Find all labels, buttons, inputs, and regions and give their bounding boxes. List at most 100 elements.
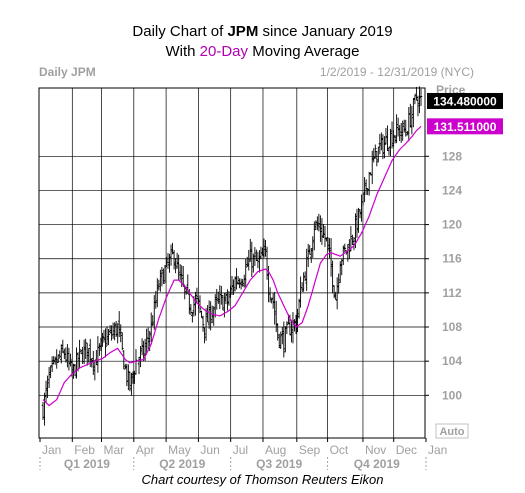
ohlc-bar: [125, 363, 129, 387]
ohlc-bar: [375, 150, 379, 167]
ohlc-bar: [311, 236, 315, 258]
ohlc-bar: [302, 272, 305, 292]
x-tick-label: May: [168, 443, 191, 457]
x-tick-label: Nov: [365, 443, 386, 457]
ohlc-bar: [395, 114, 398, 144]
ohlc-bar: [386, 125, 389, 151]
quarter-label: Q2 2019: [159, 457, 205, 471]
y-tick-label: 116: [442, 252, 462, 266]
ohlc-bar: [323, 225, 327, 248]
ohlc-bar: [300, 282, 304, 292]
ohlc-bar: [49, 365, 52, 379]
ohlc-bar: [285, 321, 289, 335]
ohlc-bar: [201, 315, 205, 332]
ohlc-bar: [404, 119, 408, 137]
ohlc-bar: [67, 347, 71, 371]
x-tick-label: Jun: [200, 443, 219, 457]
ohlc-bar: [55, 349, 59, 369]
ohlc-bar: [82, 339, 86, 365]
ohlc-bar: [337, 273, 340, 294]
ohlc-bar: [162, 268, 165, 284]
ohlc-bar: [390, 121, 394, 149]
ohlc-bar: [303, 271, 307, 282]
ohlc-bar: [396, 117, 400, 137]
ohlc-bar: [229, 285, 232, 298]
ohlc-bar: [340, 258, 344, 276]
ohlc-bar: [419, 88, 423, 106]
ohlc-bar: [189, 304, 193, 315]
ohlc-bar: [120, 332, 124, 350]
ohlc-bar: [357, 207, 360, 233]
auto-button[interactable]: Auto: [435, 423, 469, 439]
ohlc-bar: [50, 356, 54, 373]
ohlc-bar: [279, 331, 283, 349]
ohlc-bar: [224, 292, 228, 305]
auto-button-label: Auto: [439, 426, 464, 438]
ohlc-bar: [93, 359, 97, 381]
quarter-label: Q3 2019: [256, 457, 302, 471]
ohlc-bar: [363, 177, 366, 203]
ohlc-bar: [268, 287, 272, 303]
ohlc-bar: [160, 267, 164, 287]
ohlc-bar: [366, 188, 369, 196]
ohlc-bar: [227, 291, 231, 306]
ohlc-bar: [78, 339, 81, 369]
ohlc-bar: [370, 150, 374, 185]
ohlc-bar: [372, 148, 376, 163]
ohlc-bar: [291, 312, 295, 344]
ohlc-bar: [43, 392, 46, 426]
plot-frame: [38, 87, 426, 439]
ohlc-bar: [163, 265, 167, 284]
ohlc-bar: [389, 128, 392, 157]
x-tick-label: Aug: [265, 443, 286, 457]
ohlc-bar: [204, 308, 208, 341]
subtitle-prefix: With: [165, 43, 200, 60]
y-tick-label: 124: [442, 183, 462, 197]
ohlc-bar: [168, 253, 171, 273]
ohlc-bar: [207, 300, 211, 329]
ohlc-bar: [137, 356, 141, 375]
ohlc-bar: [209, 301, 212, 331]
auto-button-box: [435, 423, 469, 439]
ohlc-bar: [326, 237, 330, 252]
ohlc-bar: [195, 287, 199, 304]
last-price-label: 134.480000: [427, 92, 503, 109]
x-tick-label: Sep: [299, 443, 321, 457]
ohlc-bar: [200, 310, 203, 318]
ohlc-bar: [146, 327, 150, 350]
ohlc-bar: [98, 343, 101, 356]
ohlc-bar: [317, 213, 321, 232]
ohlc-bar: [105, 326, 109, 347]
ohlc-bar: [314, 220, 318, 230]
date-range-label: 1/2/2019 - 12/31/2019 (NYC): [320, 65, 474, 79]
ohlc-bar: [220, 285, 223, 305]
ohlc-bar: [271, 292, 275, 309]
ohlc-bar: [252, 253, 255, 273]
ohlc-bar: [273, 291, 276, 325]
ohlc-bar: [258, 250, 261, 273]
ohlc-bar: [367, 171, 371, 196]
ohlc-bar: [401, 120, 405, 141]
y-tick-label: 100: [442, 388, 462, 402]
ma-value-label-text: 131.511000: [434, 120, 497, 134]
ohlc-bar: [331, 260, 334, 294]
ohlc-bar: [102, 329, 106, 343]
ohlc-bar: [169, 244, 173, 266]
y-tick-label: 120: [442, 218, 462, 232]
ohlc-bar: [264, 240, 267, 257]
ohlc-bar: [255, 249, 258, 262]
ohlc-bar: [128, 371, 132, 392]
ohlc-bar: [104, 328, 107, 358]
ohlc-bar: [402, 119, 406, 133]
ohlc-bar: [66, 343, 69, 368]
ohlc-bar: [415, 86, 418, 101]
ohlc-bar: [355, 208, 359, 238]
ohlc-bar: [233, 276, 237, 292]
ohlc-bar: [61, 339, 65, 354]
x-tick-label: Dec: [396, 443, 417, 457]
ohlc-bar: [206, 305, 209, 323]
ohlc-bar: [203, 327, 206, 344]
ohlc-bar: [380, 132, 383, 151]
quarter-label: Q4 2019: [354, 457, 400, 471]
